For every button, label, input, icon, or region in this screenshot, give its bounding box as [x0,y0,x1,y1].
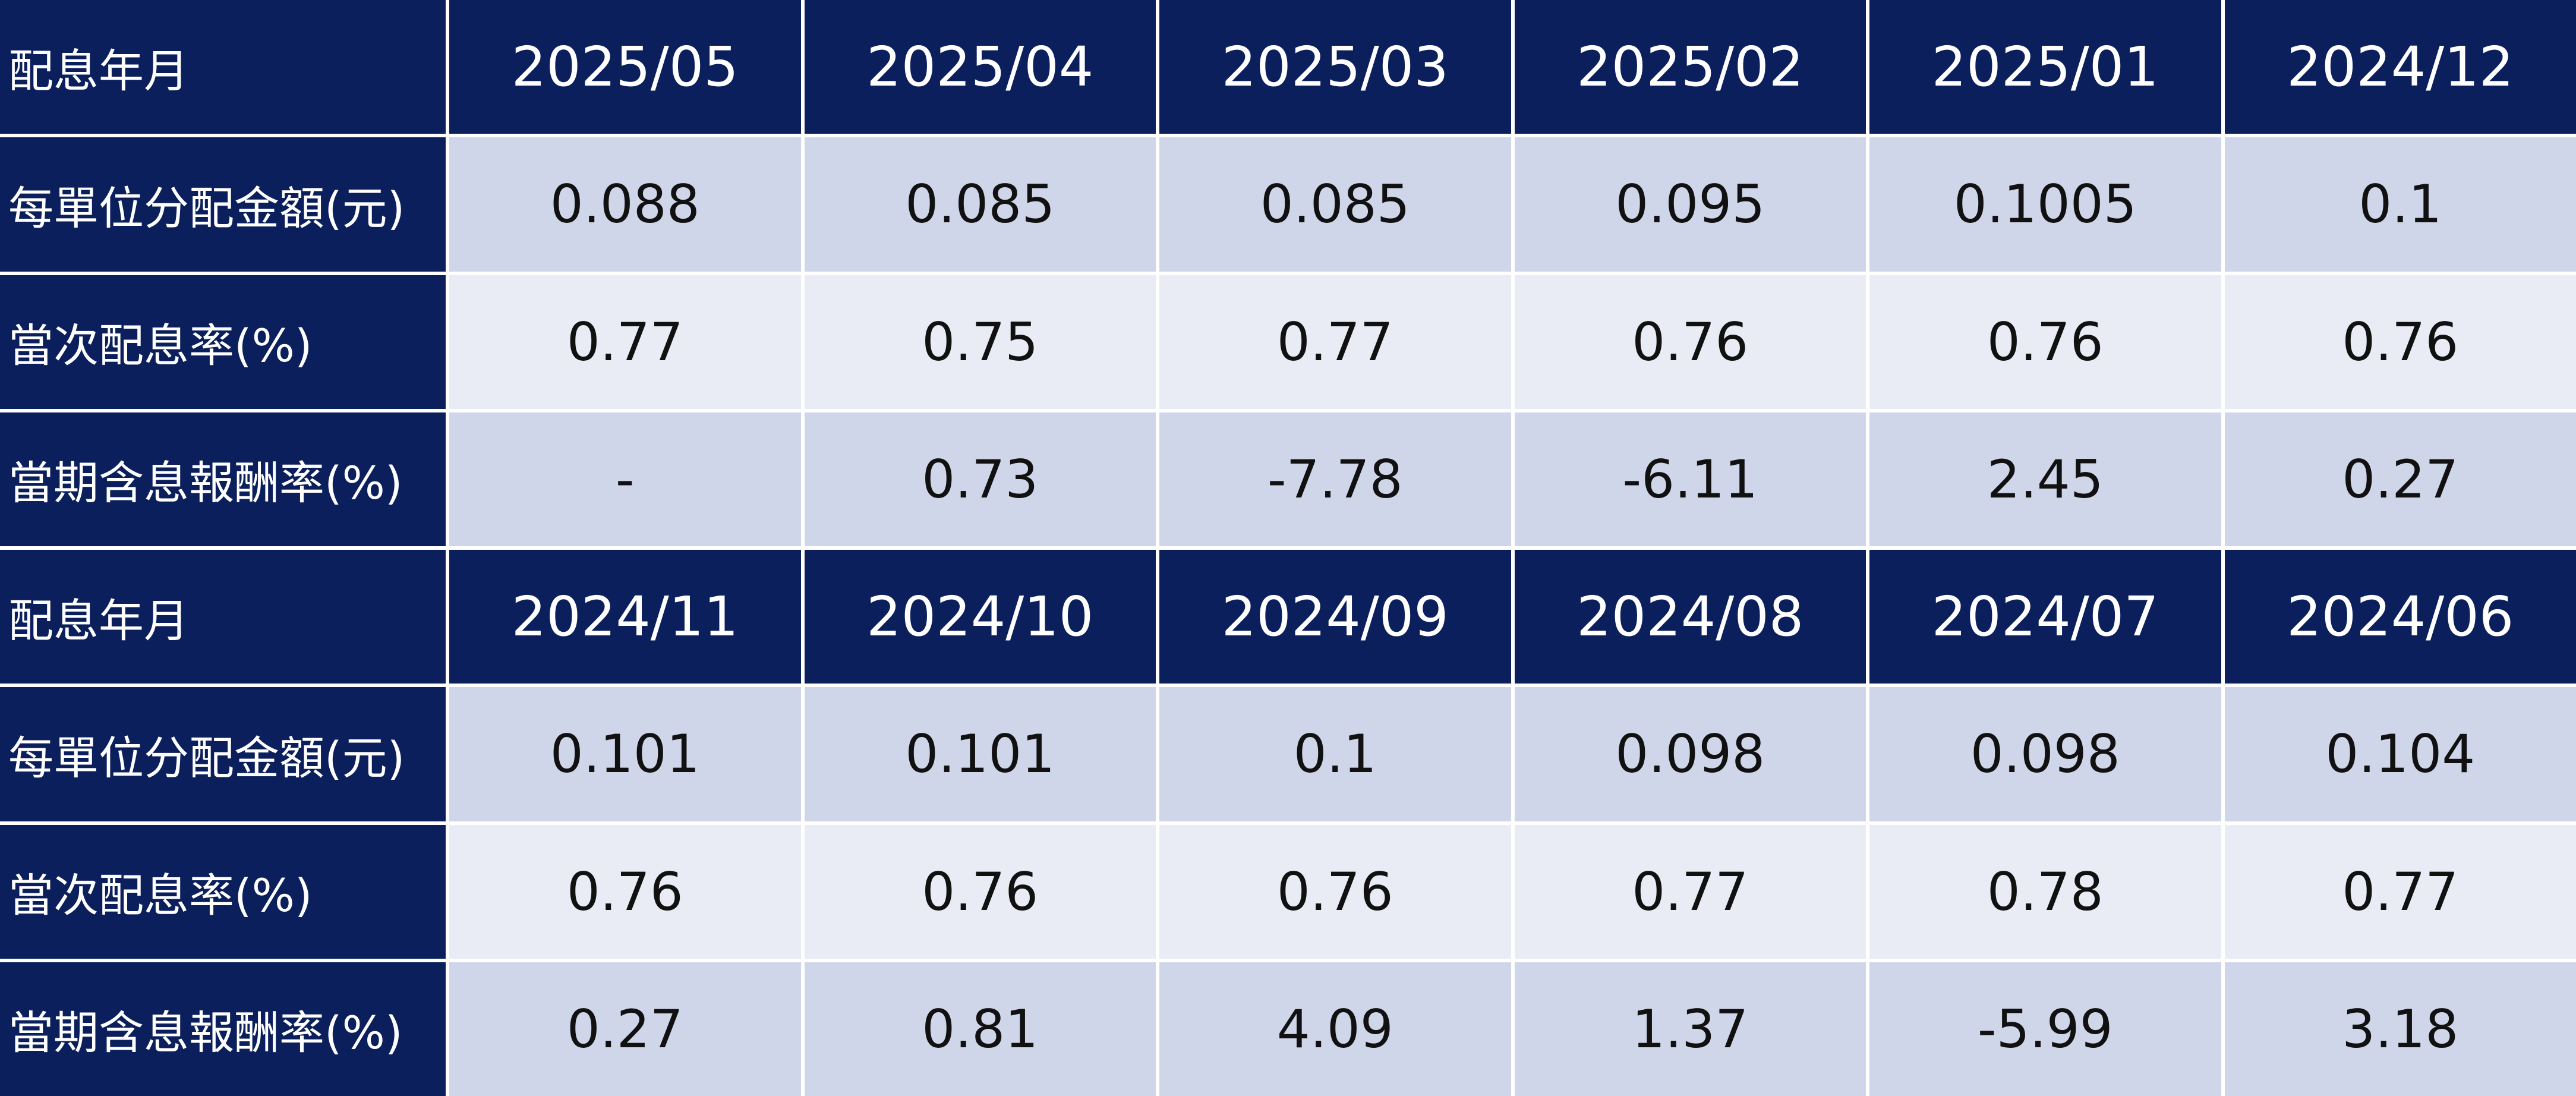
value-cell: 0.085 [804,137,1156,272]
value-cell: 0.73 [804,412,1156,546]
value-cell: 0.101 [449,687,801,821]
month-header: 2025/03 [1159,0,1511,134]
row-label-distribution-amount: 每單位分配金額(元) [0,687,446,821]
value-cell: 0.77 [449,275,801,409]
month-header: 2025/02 [1514,0,1866,134]
value-cell: 0.81 [804,962,1156,1096]
header-label: 配息年月 [0,550,446,684]
value-cell: 0.76 [1869,275,2221,409]
value-cell: 0.76 [2224,275,2576,409]
value-cell: 0.088 [449,137,801,272]
value-cell: 0.76 [804,824,1156,959]
value-cell: 0.1005 [1869,137,2221,272]
value-cell: -7.78 [1159,412,1511,546]
value-cell: 4.09 [1159,962,1511,1096]
month-header: 2025/04 [804,0,1156,134]
value-cell: 0.77 [1514,824,1866,959]
month-header: 2024/06 [2224,550,2576,684]
value-cell: -6.11 [1514,412,1866,546]
header-label: 配息年月 [0,0,446,134]
value-cell: 0.085 [1159,137,1511,272]
month-header: 2024/10 [804,550,1156,684]
row-label-distribution-rate: 當次配息率(%) [0,275,446,409]
row-label-total-return: 當期含息報酬率(%) [0,412,446,546]
value-cell: -5.99 [1869,962,2221,1096]
month-header: 2024/08 [1514,550,1866,684]
value-cell: 0.098 [1514,687,1866,821]
value-cell: 0.104 [2224,687,2576,821]
month-header: 2024/11 [449,550,801,684]
value-cell: 0.75 [804,275,1156,409]
row-label-distribution-amount: 每單位分配金額(元) [0,137,446,272]
value-cell: 0.76 [449,824,801,959]
month-header: 2024/07 [1869,550,2221,684]
row-label-distribution-rate: 當次配息率(%) [0,824,446,959]
value-cell: 0.095 [1514,137,1866,272]
value-cell: 0.27 [2224,412,2576,546]
value-cell: 0.78 [1869,824,2221,959]
value-cell: 0.77 [1159,275,1511,409]
value-cell: - [449,412,801,546]
value-cell: 0.27 [449,962,801,1096]
row-label-total-return: 當期含息報酬率(%) [0,962,446,1096]
value-cell: 2.45 [1869,412,2221,546]
month-header: 2024/12 [2224,0,2576,134]
value-cell: 0.101 [804,687,1156,821]
month-header: 2024/09 [1159,550,1511,684]
month-header: 2025/01 [1869,0,2221,134]
value-cell: 0.76 [1514,275,1866,409]
month-header: 2025/05 [449,0,801,134]
value-cell: 1.37 [1514,962,1866,1096]
value-cell: 0.77 [2224,824,2576,959]
value-cell: 0.1 [2224,137,2576,272]
value-cell: 0.76 [1159,824,1511,959]
value-cell: 0.1 [1159,687,1511,821]
value-cell: 0.098 [1869,687,2221,821]
value-cell: 3.18 [2224,962,2576,1096]
